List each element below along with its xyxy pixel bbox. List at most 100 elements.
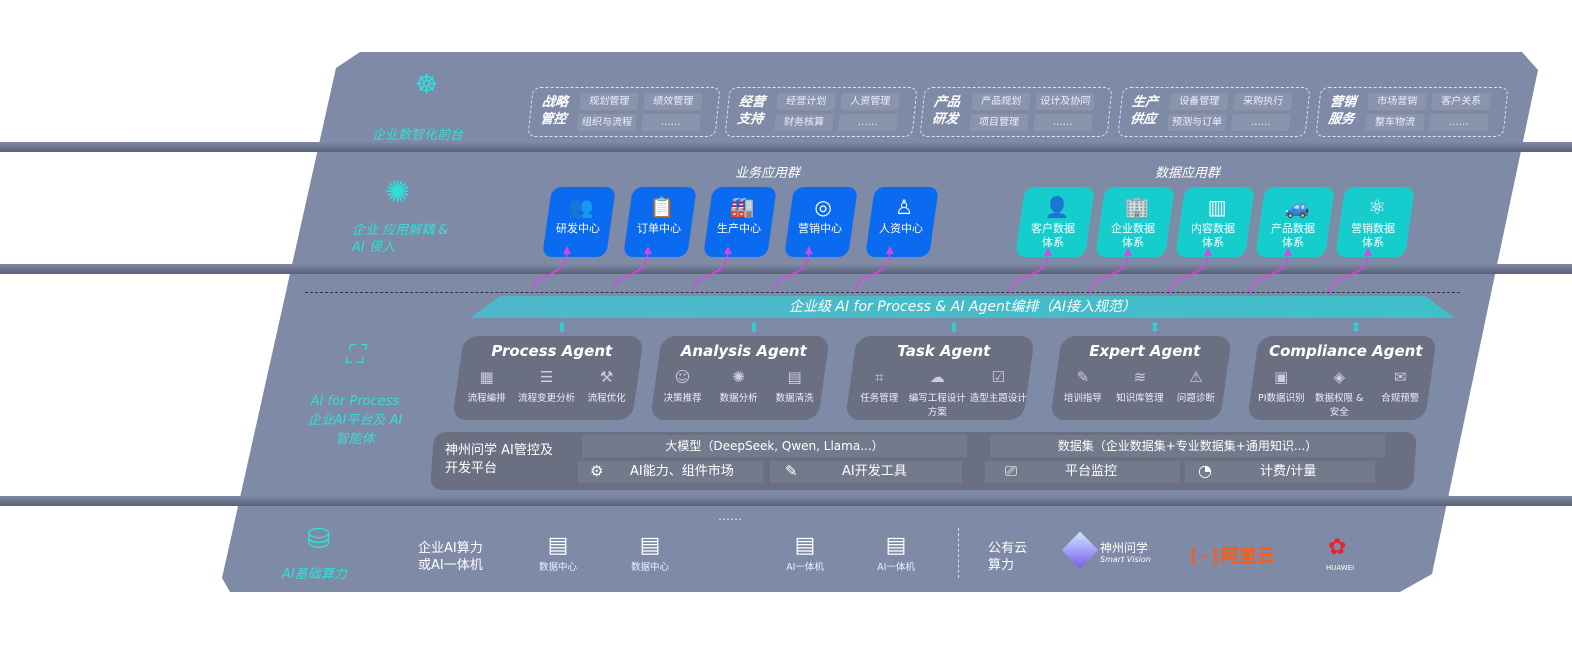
ai-devtools-label: AI开发工具 (842, 464, 907, 479)
market-icon: ⚙ (590, 462, 604, 480)
molecule-icon: ✺ (385, 175, 411, 210)
connector-arrow (1087, 251, 1129, 293)
server-icon: ▤ (639, 533, 661, 558)
capability-icon: ✎ (1076, 368, 1090, 386)
monitor-label: 平台监控 (1065, 464, 1118, 479)
arrow-head (1124, 248, 1132, 256)
capability-icon: ☁ (930, 368, 946, 386)
agent-title: Expert Agent (1089, 342, 1201, 360)
llm-cell: 大模型（DeepSeek, Qwen, Llama...） (582, 435, 967, 457)
down-arrow-icon: ⬍ (1350, 320, 1362, 336)
capability-icon: ≋ (1133, 368, 1146, 386)
ai-devtools-cell[interactable]: AI开发工具 (770, 461, 962, 483)
agent-capability: ⚒ 流程优化 (577, 368, 636, 404)
arrow-head (805, 246, 813, 254)
capability-icon: ✺ (732, 368, 745, 386)
agent-capability: ☁ 编写工程设计方案 (909, 368, 967, 418)
compute-divider (958, 528, 959, 578)
connector-arrow (612, 249, 649, 291)
huawei-logo-icon: ✿ (1328, 535, 1347, 560)
capability-icon: ▦ (479, 368, 494, 386)
agent-title: Compliance Agent (1269, 342, 1423, 360)
agent-card[interactable]: Task Agent ⌗ 任务管理 ☁ 编写工程设计方案 ☑ 造型主题设计 (845, 336, 1035, 420)
server-item: ▤ AI一体机 (866, 533, 926, 573)
capability-icon: ⚒ (599, 368, 614, 386)
agent-capability: ☺ 决策推荐 (655, 368, 710, 404)
connector-arrows (531, 246, 1372, 293)
agent-card[interactable]: Analysis Agent ☺ 决策推荐 ✺ 数据分析 ▤ 数据清洗 (650, 336, 830, 420)
smart-vision-sub: Smart Vision (1100, 555, 1151, 564)
agent-capability: ✎ 培训指导 (1055, 368, 1111, 404)
connector-arrow (531, 249, 568, 291)
arrow-head (724, 246, 732, 254)
ai-banner (470, 296, 1455, 318)
server-item: …… (718, 509, 742, 523)
down-arrow-icon: ⬍ (748, 320, 760, 336)
arrow-head (1364, 248, 1372, 256)
layer-divider (0, 496, 1572, 506)
devtools-icon: ✎ (785, 462, 798, 480)
arrow-head (886, 246, 894, 254)
layer-divider (0, 264, 1572, 274)
layer-divider (0, 142, 1572, 152)
platform-title: 神州问学 AI管控及开发平台 (445, 443, 553, 476)
server-item: ▤ AI一体机 (775, 533, 835, 573)
agent-capability: ▤ 数据清洗 (767, 368, 822, 404)
agent-capability: ✺ 数据分析 (711, 368, 766, 404)
gauge-icon: ◔ (1198, 461, 1212, 480)
ai-market-cell[interactable]: AI能力、组件市场 (578, 461, 763, 483)
ai-label: AI for Process 企业AI平台及 AI智能体 (307, 394, 403, 447)
data-apps-title: 数据应用群 (1155, 166, 1221, 181)
business-apps-title: 业务应用群 (735, 166, 801, 181)
capability-icon: ☰ (539, 368, 554, 386)
connector-arrow (854, 249, 891, 291)
dataset-cell: 数据集（企业数据集+专业数据集+通用知识...） (990, 435, 1385, 457)
capability-icon: ▤ (787, 368, 802, 386)
billing-cell[interactable]: 计费/计量 (1185, 461, 1375, 483)
huawei-name: HUAWEI (1326, 564, 1355, 572)
private-compute-label: 企业AI算力 或AI一体机 (418, 541, 483, 573)
agent-title: Task Agent (897, 342, 991, 360)
dashed-divider (305, 292, 1460, 293)
agent-capability: ▦ 流程编排 (457, 368, 516, 404)
connector-arrow (1327, 251, 1369, 293)
smart-vision-name: 神州问学 (1100, 541, 1149, 555)
connector-arrow (692, 249, 729, 291)
agent-capability: ≋ 知识库管理 (1111, 368, 1167, 404)
down-arrow-icon: ⬍ (556, 320, 568, 336)
server-icon: ▤ (547, 533, 569, 558)
server-item: ▤ 数据中心 (528, 533, 588, 573)
agent-capability: ☰ 流程变更分析 (518, 368, 576, 404)
ai-market-label: AI能力、组件市场 (630, 464, 734, 479)
arrow-head (1204, 248, 1212, 256)
compute-label: AI基础算力 (282, 567, 347, 582)
server-icon: ▤ (885, 533, 907, 558)
agent-card[interactable]: Expert Agent ✎ 培训指导 ≋ 知识库管理 ⚠ 问题诊断 (1050, 336, 1232, 420)
arrow-head (1044, 248, 1052, 256)
aliyun-logo: [-]阿里云 (1188, 546, 1275, 567)
agent-capability: ⚠ 问题诊断 (1168, 368, 1224, 404)
connector-arrow (1247, 251, 1289, 293)
agent-card[interactable]: Process Agent ▦ 流程编排 ☰ 流程变更分析 ⚒ 流程优化 (452, 336, 644, 420)
brain-icon: ☸ (415, 70, 439, 100)
front-label: 企业数智化前台 (372, 128, 464, 143)
arrow-head (644, 246, 652, 254)
apps-label: 企业 应用解耦 & AI 侵入 (352, 223, 449, 255)
monitor-cell[interactable]: 平台监控 (985, 461, 1180, 483)
ai-banner-text: 企业级 AI for Process & AI Agent编排（AI接入规范） (788, 299, 1137, 315)
capability-icon: ▣ (1274, 368, 1289, 386)
capability-icon: ☑ (991, 368, 1005, 386)
database-icon: ⛁ (307, 522, 331, 555)
face-scan-icon: ⛶ (345, 340, 364, 370)
agent-capability: ◈ 数据权限 & 安全 (1310, 368, 1369, 418)
arrow-head (1284, 248, 1292, 256)
capability-icon: ⌗ (875, 368, 884, 386)
agent-capability: ⌗ 任务管理 (850, 368, 909, 404)
agent-title: Process Agent (491, 342, 613, 360)
billing-label: 计费/计量 (1260, 464, 1317, 479)
agent-card[interactable]: Compliance Agent ▣ PI数据识别 ◈ 数据权限 & 安全 ✉ 合规预警 (1247, 336, 1437, 420)
capability-icon: ◈ (1333, 368, 1346, 386)
down-arrow-icon: ⬍ (948, 320, 960, 336)
capability-icon: ⚠ (1189, 368, 1203, 386)
connector-arrow (773, 249, 810, 291)
